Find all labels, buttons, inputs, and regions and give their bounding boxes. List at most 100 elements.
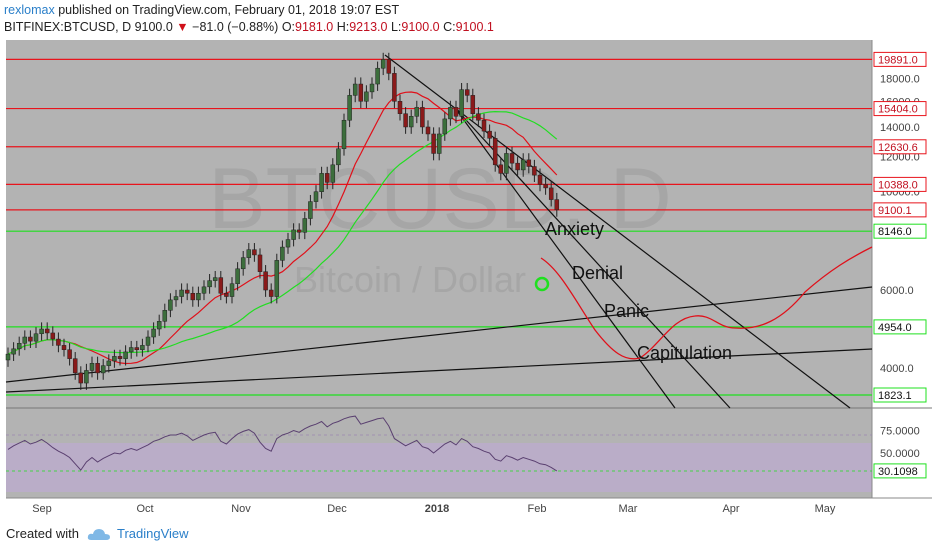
annotation-denial: Denial: [572, 263, 623, 283]
candle-body: [285, 239, 291, 248]
level-label: 8146.0: [878, 226, 912, 238]
candle-body: [257, 254, 263, 272]
x-tick-label: 2018: [425, 503, 449, 515]
x-tick-label: Nov: [231, 503, 251, 515]
price-chart[interactable]: BTCUSD, D Bitcoin / Dollar Anxiety Denia…: [0, 0, 932, 520]
candle-body: [190, 293, 196, 301]
candle-body: [89, 363, 95, 371]
level-label: 19891.0: [878, 54, 918, 66]
candle-body: [364, 91, 369, 102]
candle-body: [302, 218, 308, 233]
candle-body: [504, 153, 509, 174]
rsi-band: [6, 443, 872, 492]
candle-body: [492, 138, 498, 166]
tradingview-logo[interactable]: TradingView: [116, 526, 189, 541]
x-tick-label: Mar: [619, 503, 638, 515]
candle-body: [61, 345, 67, 350]
rsi-indicator: 75.0000 50.0000 30.1098: [6, 415, 927, 479]
moving-average-line: [7, 110, 558, 355]
candle-body: [453, 107, 459, 117]
level-label-box: [873, 176, 927, 192]
candle-body: [548, 187, 554, 200]
candle-body: [369, 83, 375, 93]
x-tick-label: Sep: [32, 503, 52, 515]
candle-body: [268, 289, 274, 297]
candle-body: [50, 332, 56, 340]
x-axis-labels: Sep Oct Nov Dec 2018 Feb Mar Apr May: [32, 503, 836, 515]
author-link[interactable]: rexlomax: [4, 3, 55, 17]
projection-curve: [540, 246, 873, 360]
candle-body: [319, 173, 324, 192]
level-label: 10388.0: [878, 179, 918, 191]
level-label-box: [873, 387, 927, 403]
y-tick-label: 12000.0: [880, 152, 920, 164]
candle-body: [358, 83, 364, 102]
candle-body: [336, 148, 341, 166]
candles: [5, 52, 560, 390]
price-change: −81.0 (−0.88%): [192, 20, 279, 34]
candle-body: [380, 59, 386, 69]
candle-body: [464, 89, 470, 96]
candle-body: [324, 173, 330, 183]
candle-body: [162, 310, 168, 322]
candle-body: [280, 246, 285, 261]
candle-body: [274, 260, 280, 297]
candle-body: [112, 356, 117, 362]
annotation-capitulation: Capitulation: [637, 343, 732, 363]
high-label: H:: [336, 20, 350, 34]
candle-body: [28, 336, 33, 342]
candle-body: [375, 67, 380, 85]
candle-body: [291, 229, 296, 240]
level-label: 12630.6: [878, 142, 918, 154]
candle-body: [224, 293, 229, 297]
moving-average-line: [7, 91, 558, 365]
x-tick-label: Dec: [327, 503, 347, 515]
level-label: 1823.1: [878, 390, 912, 402]
candle-body: [95, 363, 100, 374]
level-label-box: [873, 202, 927, 218]
candle-body: [196, 293, 201, 301]
candle-body: [84, 370, 89, 384]
candle-body: [56, 338, 61, 346]
candle-body: [16, 343, 22, 350]
open-value: 9181.0: [295, 20, 334, 34]
candle-body: [509, 153, 515, 164]
created-with-text: Created with: [6, 526, 79, 541]
level-label: 15404.0: [878, 104, 918, 116]
candle-body: [431, 133, 436, 154]
level-label-box: [873, 139, 927, 155]
candle-body: [229, 283, 235, 297]
candle-body: [476, 113, 481, 121]
candle-body: [386, 59, 392, 74]
level-label-box: [873, 51, 927, 67]
candle-body: [246, 249, 252, 258]
low-label: L:: [390, 20, 402, 34]
candle-body: [408, 116, 414, 128]
candle-body: [117, 356, 123, 359]
candle-body: [420, 107, 425, 128]
footer: Created with TradingView: [6, 526, 189, 541]
down-arrow-icon: ▼: [176, 20, 189, 34]
x-tick-label: May: [815, 503, 836, 515]
close-label: C:: [443, 20, 456, 34]
candle-body: [151, 328, 156, 338]
candle-body: [532, 166, 537, 176]
candle-body: [168, 299, 173, 311]
candle-body: [392, 73, 397, 102]
candle-body: [554, 199, 560, 211]
candle-body: [537, 174, 543, 185]
candle-body: [425, 126, 431, 135]
candle-body: [218, 277, 224, 294]
candle-body: [184, 289, 190, 294]
candle-body: [173, 296, 179, 301]
level-label-box: [873, 101, 927, 117]
rsi-current-box: [873, 463, 927, 479]
candle-body: [470, 95, 476, 114]
level-label-box: [873, 223, 927, 239]
candle-body: [240, 257, 246, 270]
moving-averages: [7, 91, 558, 365]
candle-body: [252, 249, 257, 256]
y-tick-label: 18000.0: [880, 74, 920, 86]
level-label: 4954.0: [878, 322, 912, 334]
candle-body: [543, 184, 548, 189]
